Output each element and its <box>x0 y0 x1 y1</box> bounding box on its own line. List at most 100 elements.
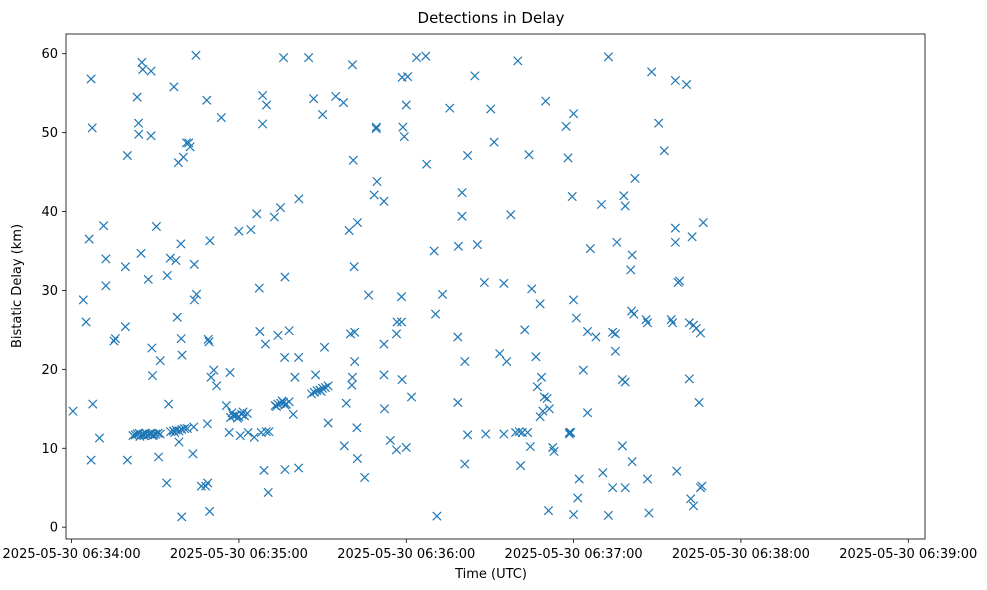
data-point <box>101 281 111 291</box>
data-point <box>620 377 630 387</box>
data-point <box>684 318 694 328</box>
data-point <box>264 427 274 437</box>
data-point <box>284 326 294 336</box>
data-point <box>120 262 131 272</box>
data-point <box>401 100 411 110</box>
data-point <box>391 445 402 455</box>
y-tick-label: 0 <box>50 521 58 536</box>
data-point <box>610 329 621 339</box>
data-point <box>502 356 512 367</box>
data-point <box>684 374 694 384</box>
data-point <box>620 483 630 493</box>
data-point <box>196 481 206 491</box>
x-axis-label: Time (UTC) <box>454 567 527 582</box>
data-point <box>578 365 588 375</box>
data-point <box>360 472 370 483</box>
data-point <box>134 129 144 139</box>
data-point <box>398 122 408 132</box>
data-point <box>203 334 213 344</box>
data-point <box>271 401 282 412</box>
data-point <box>171 255 181 266</box>
data-point <box>698 217 708 228</box>
data-point <box>520 325 530 335</box>
data-point <box>659 146 669 156</box>
data-point <box>177 512 187 522</box>
data-point <box>310 370 321 380</box>
data-point <box>430 309 441 319</box>
data-point <box>617 441 628 451</box>
data-point <box>147 371 158 381</box>
data-point <box>188 449 198 459</box>
data-point <box>246 225 256 235</box>
data-point <box>513 56 523 66</box>
data-point <box>363 290 374 300</box>
data-point <box>619 191 629 201</box>
data-point <box>88 399 98 409</box>
data-point <box>133 118 144 128</box>
data-point <box>406 392 417 402</box>
data-point <box>202 95 212 105</box>
x-axis: 2025-05-30 06:34:00 2025-05-30 06:35:00 20… <box>3 539 977 562</box>
x-tick-label: 2025-05-30 06:34:00 <box>3 547 141 562</box>
data-point <box>642 474 653 484</box>
data-point <box>269 212 279 222</box>
data-point <box>99 221 109 231</box>
data-point <box>462 150 473 161</box>
data-point <box>331 91 341 101</box>
data-point <box>379 196 389 206</box>
data-point <box>620 201 630 211</box>
y-axis: 0 10 20 30 40 50 60 <box>41 47 66 536</box>
data-point <box>206 372 216 382</box>
data-point <box>603 510 614 520</box>
data-point <box>352 453 363 464</box>
data-point <box>309 94 319 104</box>
data-point <box>81 317 91 327</box>
data-point <box>294 194 304 204</box>
data-point <box>317 383 328 393</box>
data-point <box>293 352 304 363</box>
data-point <box>372 176 382 187</box>
data-point <box>524 150 534 160</box>
data-point <box>515 460 526 471</box>
data-point <box>347 380 357 390</box>
data-point <box>155 429 165 439</box>
data-point <box>280 400 290 410</box>
data-point <box>598 468 608 478</box>
data-point <box>323 418 333 428</box>
data-point <box>644 508 654 518</box>
data-point <box>591 332 601 342</box>
data-point <box>290 372 300 382</box>
y-tick-label: 50 <box>41 126 58 141</box>
data-point <box>136 248 146 258</box>
data-point <box>352 423 362 433</box>
data-point <box>151 221 161 232</box>
data-point <box>261 100 272 110</box>
data-point <box>257 119 268 129</box>
data-point <box>263 487 273 498</box>
data-point <box>225 367 235 378</box>
data-point <box>596 199 607 210</box>
data-point <box>670 237 681 247</box>
data-point <box>379 339 389 349</box>
data-point <box>539 392 549 402</box>
data-point <box>147 431 158 441</box>
data-point <box>686 494 696 504</box>
data-point <box>453 332 463 342</box>
data-point <box>666 315 676 325</box>
data-point <box>147 343 157 353</box>
data-point <box>489 137 499 147</box>
data-point <box>542 393 552 404</box>
data-point <box>211 381 222 391</box>
data-point <box>304 53 314 63</box>
data-point <box>138 64 148 75</box>
data-point <box>403 71 413 82</box>
data-point <box>437 289 448 300</box>
data-point <box>532 382 542 392</box>
data-point <box>379 404 390 414</box>
data-point <box>162 478 172 488</box>
data-point <box>563 153 573 163</box>
data-point <box>179 423 190 434</box>
data-point <box>259 465 269 475</box>
points-layer <box>68 50 708 522</box>
